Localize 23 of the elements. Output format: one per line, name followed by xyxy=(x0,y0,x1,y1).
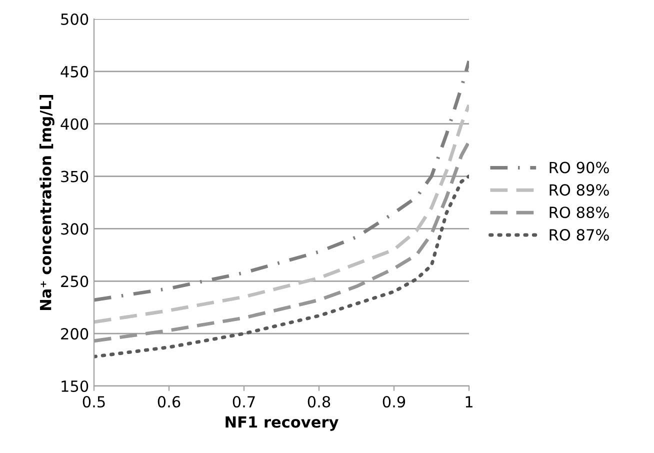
legend-label: RO 88% xyxy=(550,206,609,218)
line-series xyxy=(94,174,469,358)
y-axis-title: Na⁺ concentration [mg/L] xyxy=(40,94,54,310)
y-tick-label: 300 xyxy=(61,223,88,235)
legend-label: RO 87% xyxy=(550,229,609,241)
line-series xyxy=(94,103,469,324)
x-axis-title: NF1 recovery xyxy=(226,416,338,431)
y-tick-label: 200 xyxy=(61,328,88,340)
x-tick-label: 1 xyxy=(466,396,472,408)
x-tick-label: 0.7 xyxy=(232,396,255,408)
y-tick-label: 500 xyxy=(61,13,88,26)
x-tick-label: 0.8 xyxy=(308,396,330,408)
y-tick-label: 450 xyxy=(60,66,88,78)
y-tick-label: 150 xyxy=(62,380,88,392)
x-tick-label: 0.9 xyxy=(382,396,406,408)
y-tick-label: 400 xyxy=(60,118,88,130)
x-tick-label: 0.6 xyxy=(158,396,180,408)
legend-label: RO 90% xyxy=(550,162,609,174)
legend-label: RO 89% xyxy=(550,184,609,196)
y-tick-label: 250 xyxy=(61,276,88,288)
x-tick-label: 0.5 xyxy=(82,396,105,408)
y-tick-label: 350 xyxy=(61,170,88,182)
line-series xyxy=(94,59,469,302)
